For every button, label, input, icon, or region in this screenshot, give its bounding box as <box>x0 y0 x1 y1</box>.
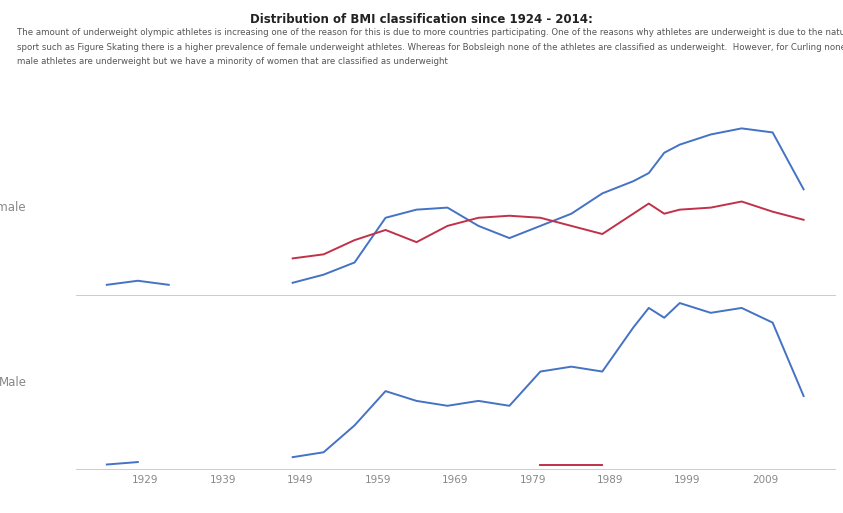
Text: Distribution of BMI classification since 1924 - 2014:: Distribution of BMI classification since… <box>250 13 593 26</box>
Text: Female: Female <box>0 201 26 214</box>
Text: sport such as Figure Skating there is a higher prevalence of female underweight : sport such as Figure Skating there is a … <box>17 43 843 52</box>
Text: Male: Male <box>0 376 26 389</box>
Text: male athletes are underweight but we have a minority of women that are classifie: male athletes are underweight but we hav… <box>17 57 448 66</box>
Text: The amount of underweight olympic athletes is increasing one of the reason for t: The amount of underweight olympic athlet… <box>17 28 843 37</box>
